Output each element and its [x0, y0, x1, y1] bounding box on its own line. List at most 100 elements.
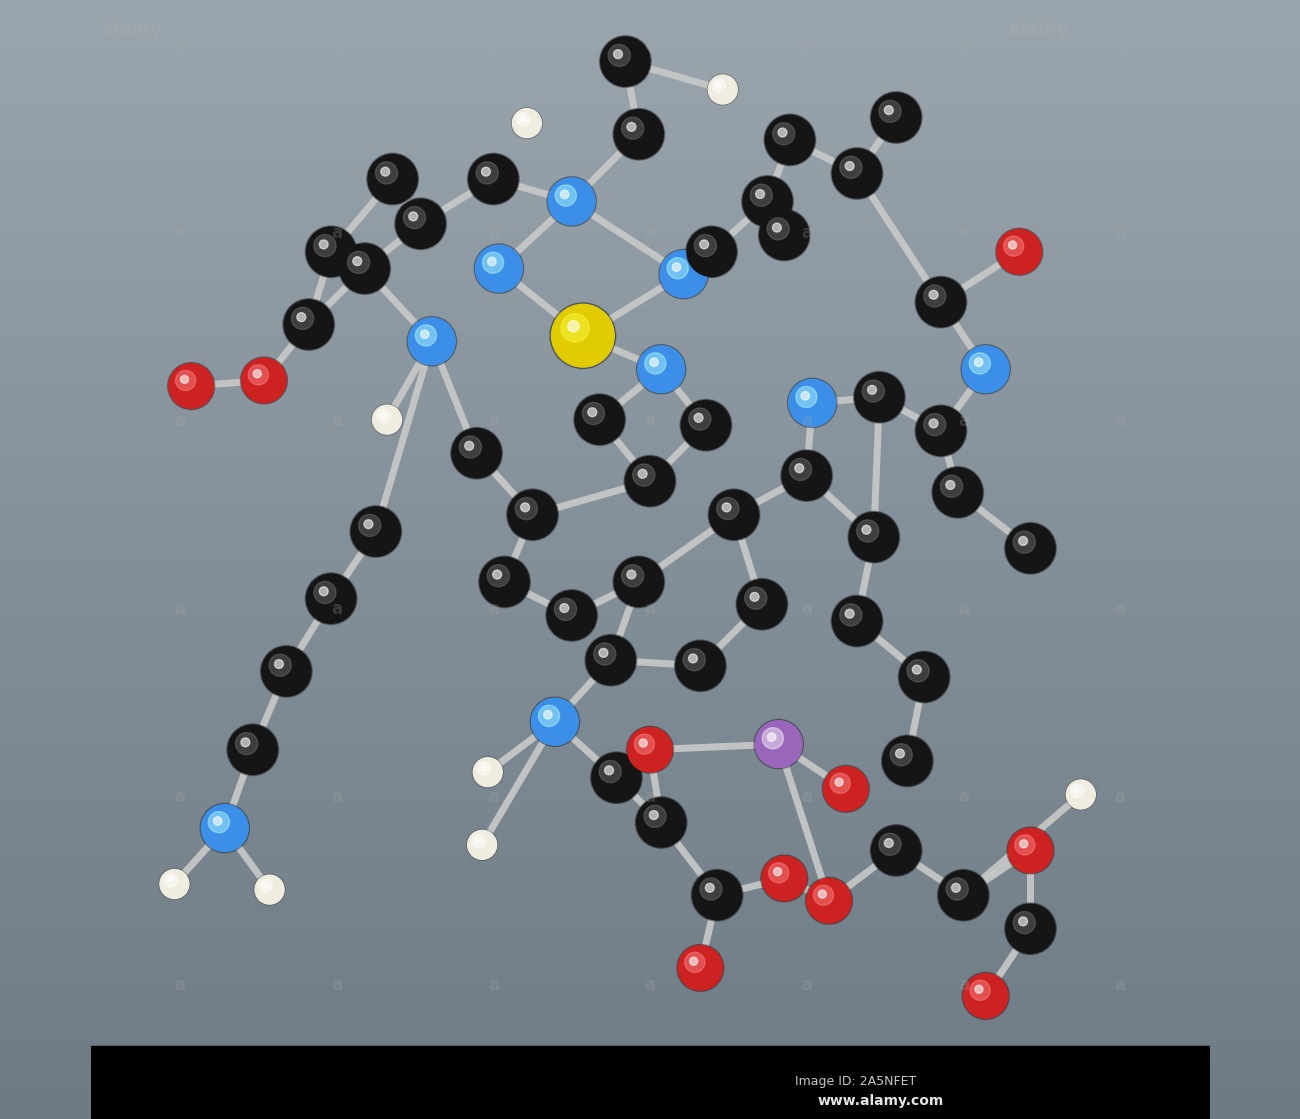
Circle shape — [543, 711, 552, 718]
Circle shape — [313, 235, 335, 256]
Circle shape — [716, 83, 722, 87]
Circle shape — [708, 75, 737, 104]
Circle shape — [452, 429, 502, 478]
Circle shape — [840, 157, 862, 178]
Circle shape — [488, 565, 510, 586]
Circle shape — [339, 243, 390, 294]
Circle shape — [420, 330, 429, 338]
Circle shape — [227, 724, 278, 775]
Text: a: a — [174, 224, 186, 242]
Circle shape — [832, 149, 881, 198]
Circle shape — [168, 877, 173, 882]
Circle shape — [881, 735, 933, 787]
Circle shape — [240, 357, 287, 404]
Circle shape — [708, 489, 759, 540]
Circle shape — [1013, 912, 1035, 933]
Circle shape — [468, 153, 519, 205]
Circle shape — [660, 251, 707, 298]
Circle shape — [159, 868, 190, 900]
Circle shape — [634, 734, 654, 754]
Circle shape — [883, 736, 932, 786]
Circle shape — [898, 651, 950, 703]
Circle shape — [549, 178, 595, 225]
Circle shape — [395, 198, 446, 250]
Circle shape — [716, 498, 738, 519]
Circle shape — [468, 830, 497, 859]
Circle shape — [677, 944, 724, 991]
Circle shape — [263, 883, 268, 887]
Circle shape — [650, 810, 658, 819]
Circle shape — [710, 490, 758, 539]
Circle shape — [831, 595, 883, 647]
Text: a: a — [645, 36, 655, 54]
Circle shape — [689, 653, 697, 662]
Circle shape — [772, 223, 781, 232]
Circle shape — [835, 778, 844, 787]
Circle shape — [313, 582, 335, 603]
Circle shape — [512, 107, 542, 139]
Circle shape — [551, 304, 614, 367]
Circle shape — [1074, 788, 1079, 792]
Circle shape — [530, 697, 580, 746]
Circle shape — [291, 308, 313, 329]
Circle shape — [760, 855, 807, 902]
Circle shape — [560, 190, 569, 198]
Circle shape — [750, 592, 759, 601]
Text: a: a — [488, 788, 499, 806]
Text: a: a — [1114, 224, 1126, 242]
Circle shape — [260, 646, 312, 697]
Circle shape — [627, 570, 636, 579]
Circle shape — [307, 227, 356, 276]
Circle shape — [650, 358, 658, 366]
Circle shape — [762, 856, 807, 901]
Text: a: a — [801, 976, 812, 994]
Text: a: a — [801, 36, 812, 54]
Circle shape — [164, 874, 177, 887]
Circle shape — [515, 498, 537, 519]
Circle shape — [415, 325, 437, 346]
Circle shape — [168, 363, 215, 410]
Circle shape — [907, 660, 930, 681]
Circle shape — [568, 321, 578, 332]
Circle shape — [532, 698, 578, 745]
Circle shape — [686, 227, 736, 276]
Text: a: a — [958, 600, 968, 618]
Text: a: a — [801, 412, 812, 430]
Circle shape — [614, 49, 623, 58]
Text: a: a — [645, 224, 655, 242]
Circle shape — [481, 167, 490, 176]
Circle shape — [573, 394, 625, 445]
Circle shape — [900, 652, 949, 702]
Bar — [91, 1046, 1209, 1119]
Circle shape — [604, 765, 614, 774]
Circle shape — [672, 263, 681, 271]
Circle shape — [512, 109, 542, 138]
Circle shape — [614, 557, 663, 606]
Circle shape — [368, 154, 417, 204]
Circle shape — [560, 313, 589, 342]
Circle shape — [320, 239, 328, 248]
Circle shape — [546, 590, 598, 641]
Circle shape — [235, 733, 257, 754]
Circle shape — [845, 609, 854, 618]
Circle shape — [480, 557, 529, 606]
Circle shape — [1006, 524, 1056, 573]
Circle shape — [350, 506, 402, 557]
Circle shape — [681, 401, 731, 450]
Circle shape — [694, 413, 703, 422]
Text: a: a — [645, 788, 655, 806]
Circle shape — [627, 122, 636, 131]
Circle shape — [975, 358, 983, 366]
Circle shape — [722, 502, 731, 511]
Circle shape — [879, 101, 901, 122]
Circle shape — [840, 604, 862, 626]
Circle shape — [767, 733, 776, 741]
Circle shape — [516, 113, 530, 126]
Circle shape — [306, 573, 358, 624]
Circle shape — [849, 513, 898, 562]
Circle shape — [320, 586, 328, 595]
Circle shape — [373, 405, 402, 434]
Circle shape — [764, 114, 815, 166]
Circle shape — [640, 739, 647, 747]
Circle shape — [854, 372, 905, 423]
